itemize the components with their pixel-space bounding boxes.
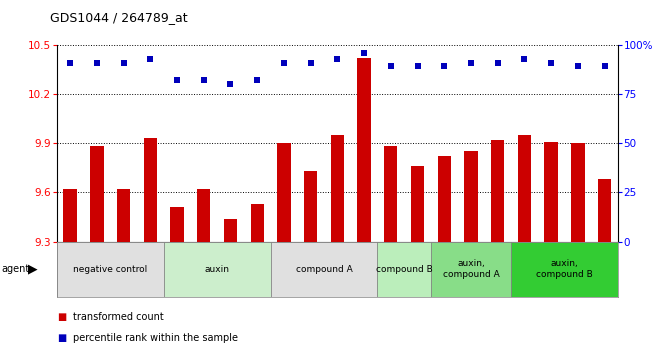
Point [332, 56, 343, 61]
Point [572, 64, 583, 69]
Bar [431, 241, 511, 297]
Point [385, 64, 396, 69]
Point [412, 64, 423, 69]
Text: ■: ■ [57, 333, 66, 343]
Bar [63, 189, 77, 241]
Bar [511, 241, 618, 297]
Bar [224, 219, 237, 241]
Bar [464, 151, 478, 242]
Text: percentile rank within the sample: percentile rank within the sample [73, 333, 238, 343]
Bar [571, 143, 584, 241]
Bar [518, 135, 531, 242]
Bar [271, 241, 377, 297]
Text: auxin,
compound A: auxin, compound A [443, 259, 499, 279]
Bar [304, 171, 317, 242]
Bar [57, 241, 164, 297]
Bar [357, 58, 371, 241]
Bar [377, 241, 431, 297]
Text: GDS1044 / 264789_at: GDS1044 / 264789_at [50, 11, 188, 24]
Text: auxin: auxin [204, 265, 230, 274]
Bar [164, 241, 271, 297]
Bar [331, 135, 344, 242]
Point [305, 60, 316, 65]
Point [92, 60, 102, 65]
Point [599, 64, 610, 69]
Bar [197, 189, 210, 241]
Point [466, 60, 476, 65]
Bar [117, 189, 130, 241]
Bar [277, 143, 291, 241]
Point [252, 78, 263, 83]
Point [118, 60, 129, 65]
Bar [384, 146, 397, 242]
Bar [598, 179, 611, 242]
Point [359, 50, 369, 56]
Text: ■: ■ [57, 313, 66, 322]
Bar [250, 204, 264, 241]
Point [439, 64, 450, 69]
Text: auxin,
compound B: auxin, compound B [536, 259, 593, 279]
Bar [438, 156, 451, 241]
Text: ▶: ▶ [28, 263, 37, 276]
Bar [90, 146, 104, 242]
Bar [144, 138, 157, 241]
Point [198, 78, 209, 83]
Text: compound A: compound A [296, 265, 352, 274]
Point [225, 81, 236, 87]
Point [492, 60, 503, 65]
Point [145, 56, 156, 61]
Text: transformed count: transformed count [73, 313, 164, 322]
Point [279, 60, 289, 65]
Bar [411, 166, 424, 242]
Point [65, 60, 75, 65]
Text: agent: agent [1, 264, 29, 274]
Text: compound B: compound B [376, 265, 432, 274]
Point [546, 60, 556, 65]
Bar [544, 141, 558, 242]
Text: negative control: negative control [73, 265, 148, 274]
Bar [170, 207, 184, 242]
Bar [491, 140, 504, 242]
Point [519, 56, 530, 61]
Point [172, 78, 182, 83]
